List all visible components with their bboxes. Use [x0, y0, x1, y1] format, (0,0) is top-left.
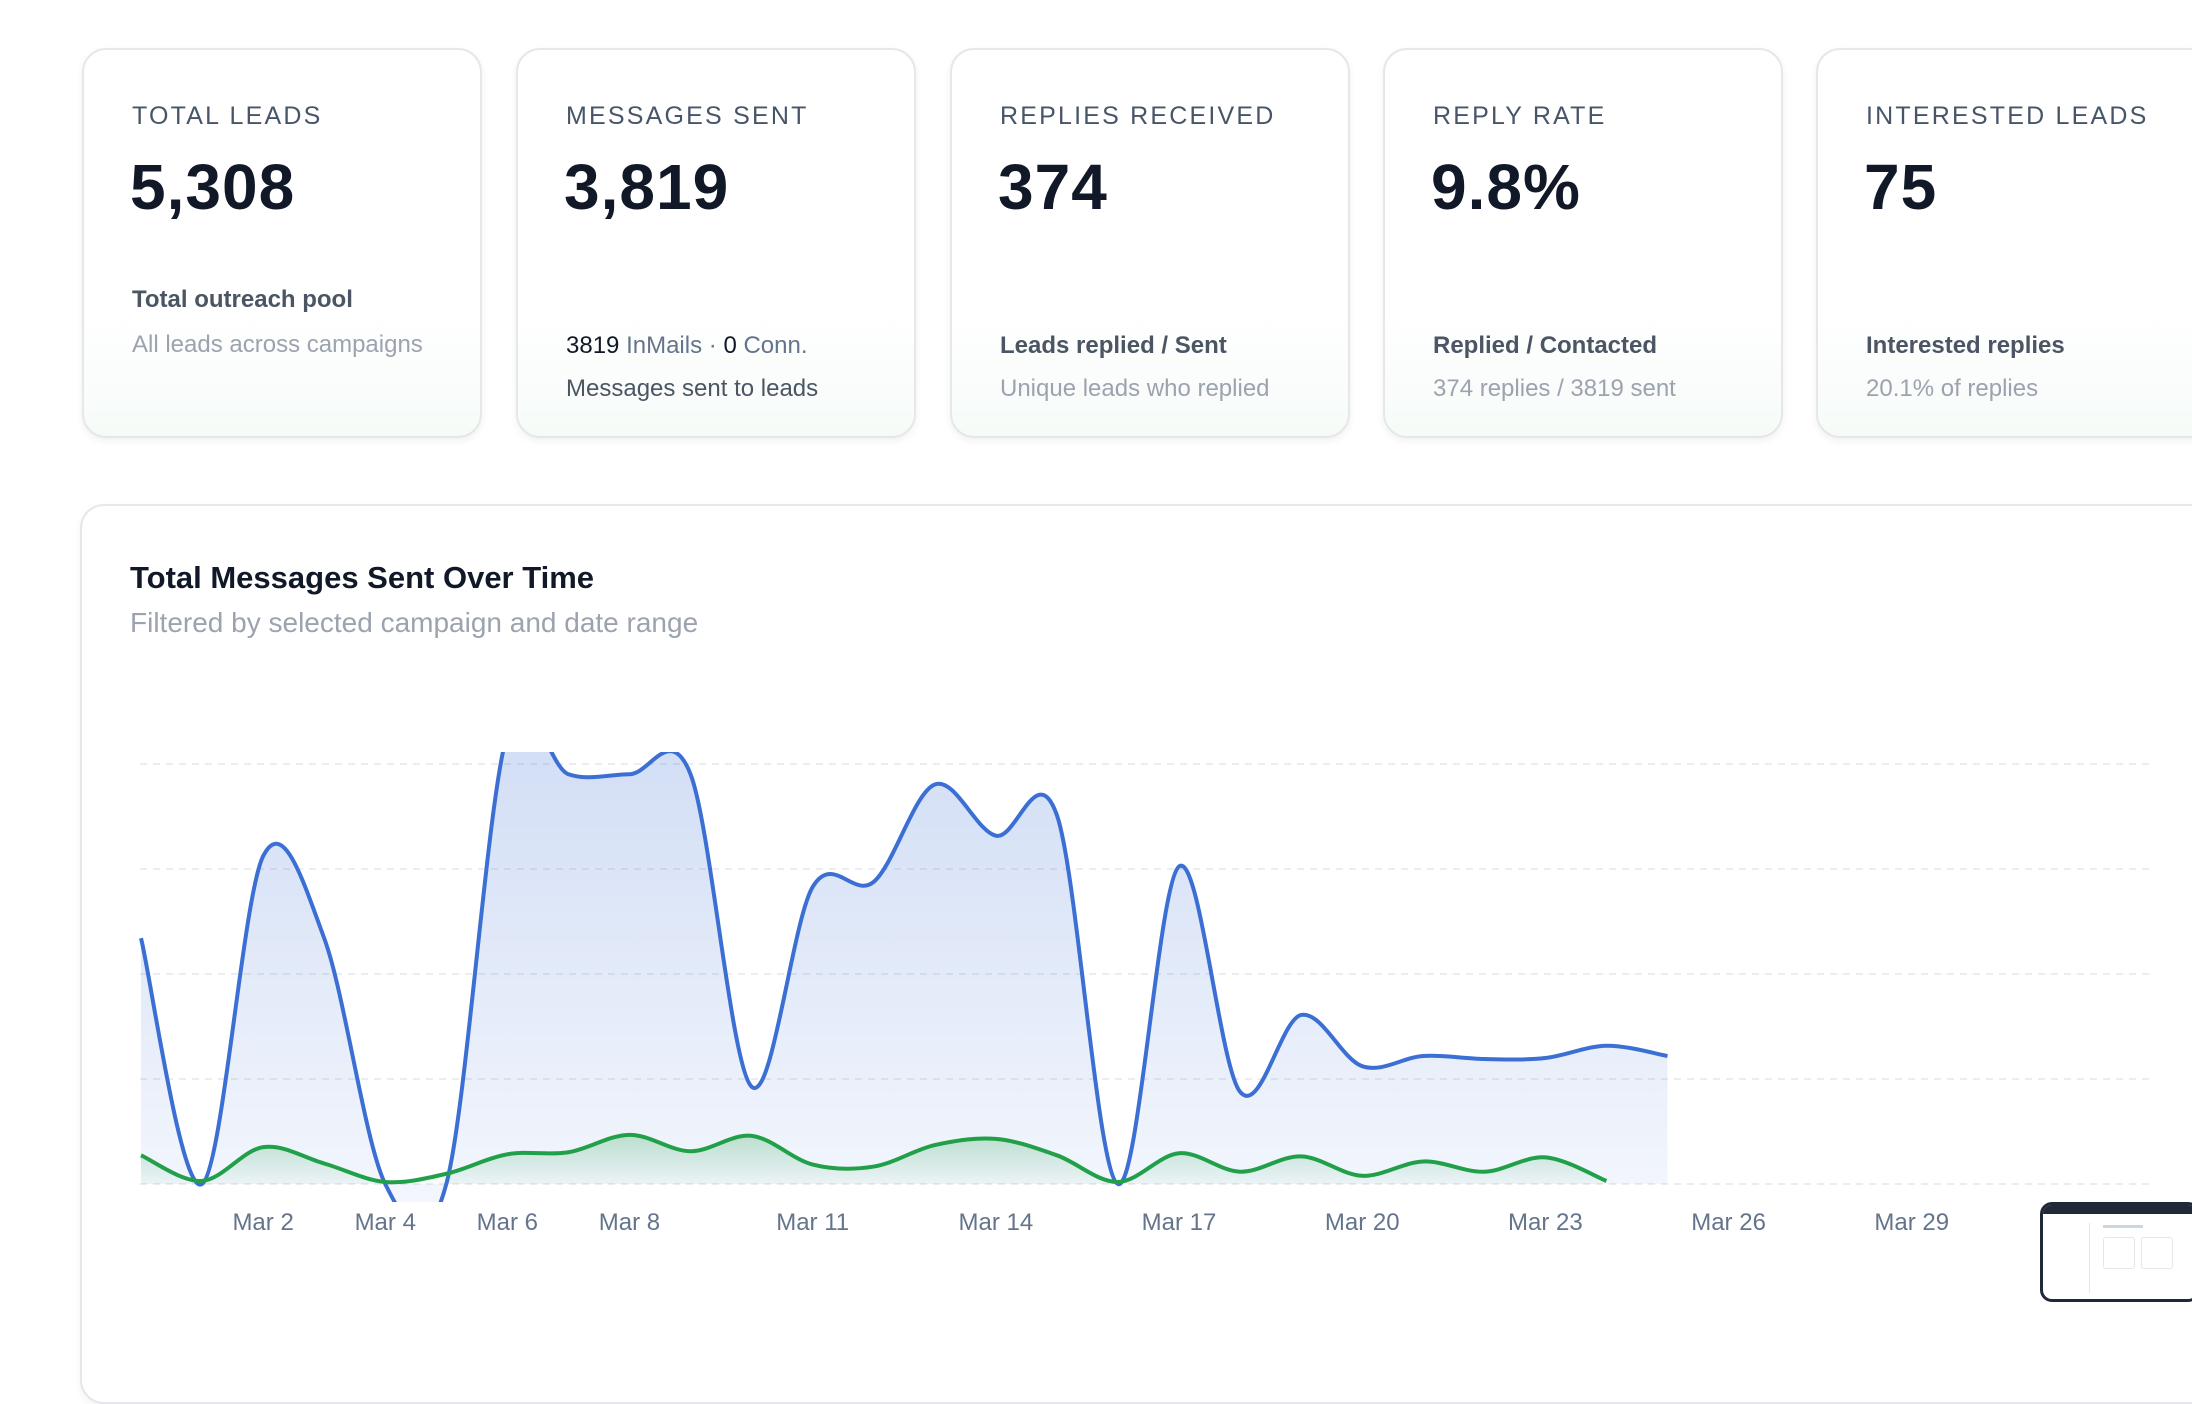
stat-card-interested-leads: INTERESTED LEADS 75 Interested replies 2…: [1816, 48, 2192, 438]
stat-description: All leads across campaigns: [132, 331, 423, 358]
chart-title: Total Messages Sent Over Time: [130, 560, 595, 595]
messages-sent-line-area: [141, 752, 1668, 1202]
thumbnail-heading: [2103, 1225, 2143, 1228]
stat-value: 5,308: [130, 151, 296, 223]
stat-value: 75: [1864, 151, 1938, 223]
stat-label: REPLY RATE: [1433, 102, 1607, 130]
secondary-metric-line-area: [141, 1134, 1607, 1184]
x-axis-tick-label: Mar 14: [958, 1209, 1033, 1236]
breakdown-separator: ·: [708, 332, 717, 359]
inmails-count: 3819: [566, 332, 620, 359]
x-axis-tick-label: Mar 2: [232, 1209, 293, 1236]
stat-description: Messages sent to leads: [566, 375, 819, 402]
messages-chart-card: [80, 504, 2192, 1404]
chart-series: [139, 752, 1668, 1202]
chart-subtitle: Filtered by selected campaign and date r…: [130, 607, 699, 638]
stat-card-messages-sent: MESSAGES SENT 3,819 3819 InMails · 0 Con…: [516, 48, 916, 438]
connections-count: 0: [723, 332, 737, 359]
stat-label: MESSAGES SENT: [566, 102, 809, 130]
thumbnail-card: [2141, 1237, 2173, 1269]
secondary-metric-line: [140, 1132, 1608, 1185]
x-axis-tick-label: Mar 6: [477, 1209, 538, 1236]
stat-description: Unique leads who replied: [1000, 375, 1270, 402]
x-axis-tick-label: Mar 17: [1142, 1209, 1217, 1236]
stat-value: 3,819: [564, 151, 730, 223]
stat-card-total-leads: TOTAL LEADS 5,308 Total outreach pool Al…: [82, 48, 482, 438]
thumbnail-titlebar: [2043, 1205, 2192, 1214]
connections-label: Conn.: [743, 332, 808, 359]
x-axis-tick-label: Mar 26: [1691, 1209, 1766, 1236]
inmails-label: InMails: [626, 332, 703, 359]
stat-description: 20.1% of replies: [1866, 375, 2039, 402]
stat-caption: Total outreach pool: [132, 286, 353, 313]
messages-over-time-chart: Mar 2 Mar 4 Mar 6 Mar 8 Mar 11 Mar 14 Mar 17 Ma…: [139, 752, 2154, 1236]
stat-caption: Leads replied / Sent: [1000, 332, 1227, 359]
stat-card-reply-rate: REPLY RATE 9.8% Replied / Contacted 374 …: [1383, 48, 1783, 438]
stat-label: TOTAL LEADS: [132, 102, 323, 130]
stat-label: INTERESTED LEADS: [1866, 102, 2149, 130]
x-axis-tick-label: Mar 23: [1508, 1209, 1583, 1236]
thumbnail-card: [2103, 1237, 2135, 1269]
x-axis-tick-label: Mar 29: [1874, 1209, 1949, 1236]
stat-label: REPLIES RECEIVED: [1000, 102, 1276, 130]
x-axis-tick-label: Mar 11: [776, 1209, 849, 1236]
x-axis-tick-label: Mar 4: [355, 1209, 416, 1236]
stat-value: 9.8%: [1431, 151, 1581, 223]
stat-caption: Replied / Contacted: [1433, 332, 1658, 359]
stat-value: 374: [998, 151, 1108, 223]
x-axis-tick-label: Mar 8: [599, 1209, 660, 1236]
stat-description: 374 replies / 3819 sent: [1433, 375, 1676, 402]
screenshot-thumbnail[interactable]: [2040, 1202, 2192, 1302]
stat-card-replies-received: REPLIES RECEIVED 374 Leads replied / Sen…: [950, 48, 1350, 438]
messages-sent-line: [139, 752, 1668, 1202]
message-breakdown: 3819 InMails · 0 Conn.: [566, 332, 808, 360]
stat-caption: Interested replies: [1866, 332, 2065, 359]
thumbnail-sidebar: [2049, 1223, 2090, 1293]
x-axis-tick-label: Mar 20: [1325, 1209, 1400, 1236]
x-axis-ticks: Mar 2 Mar 4 Mar 6 Mar 8 Mar 11 Mar 14 Mar 17 Ma…: [232, 1209, 2123, 1236]
